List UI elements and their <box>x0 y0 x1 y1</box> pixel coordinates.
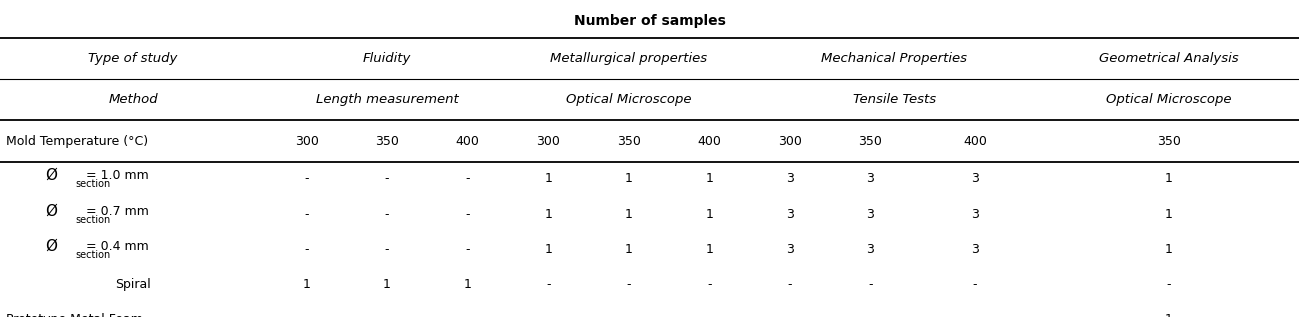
Text: 300: 300 <box>295 134 318 148</box>
Text: 3: 3 <box>786 172 794 185</box>
Text: 3: 3 <box>786 208 794 221</box>
Text: 300: 300 <box>536 134 560 148</box>
Text: 400: 400 <box>963 134 987 148</box>
Text: 1: 1 <box>544 208 552 221</box>
Text: = 1.0 mm: = 1.0 mm <box>82 169 148 182</box>
Text: -: - <box>385 172 390 185</box>
Text: Metallurgical properties: Metallurgical properties <box>551 52 707 65</box>
Text: 1: 1 <box>1165 313 1173 317</box>
Text: 1: 1 <box>1165 172 1173 185</box>
Text: -: - <box>385 208 390 221</box>
Text: 350: 350 <box>1157 134 1181 148</box>
Text: 1: 1 <box>705 208 713 221</box>
Text: 3: 3 <box>866 208 874 221</box>
Text: 1: 1 <box>303 278 310 291</box>
Text: 3: 3 <box>866 172 874 185</box>
Text: 400: 400 <box>698 134 721 148</box>
Text: 1: 1 <box>625 208 633 221</box>
Text: -: - <box>465 208 470 221</box>
Text: Prototype Metal Foam: Prototype Metal Foam <box>6 313 143 317</box>
Text: Mechanical Properties: Mechanical Properties <box>821 52 968 65</box>
Text: -: - <box>465 172 470 185</box>
Text: -: - <box>385 243 390 256</box>
Text: 1: 1 <box>544 243 552 256</box>
Text: 350: 350 <box>375 134 399 148</box>
Text: Type of study: Type of study <box>88 52 178 65</box>
Text: -: - <box>868 278 873 291</box>
Text: 1: 1 <box>1165 243 1173 256</box>
Text: 1: 1 <box>464 278 472 291</box>
Text: -: - <box>465 243 470 256</box>
Text: 3: 3 <box>786 243 794 256</box>
Text: 1: 1 <box>1165 208 1173 221</box>
Text: -: - <box>546 278 551 291</box>
Text: Ø: Ø <box>45 239 57 254</box>
Text: -: - <box>787 313 792 317</box>
Text: Spiral: Spiral <box>116 278 151 291</box>
Text: 400: 400 <box>456 134 479 148</box>
Text: Number of samples: Number of samples <box>574 14 725 28</box>
Text: 3: 3 <box>866 243 874 256</box>
Text: -: - <box>304 243 309 256</box>
Text: 1: 1 <box>705 243 713 256</box>
Text: section: section <box>75 179 110 189</box>
Text: -: - <box>868 313 873 317</box>
Text: 3: 3 <box>970 243 979 256</box>
Text: -: - <box>707 313 712 317</box>
Text: -: - <box>304 313 309 317</box>
Text: Optical Microscope: Optical Microscope <box>566 93 691 107</box>
Text: 350: 350 <box>859 134 882 148</box>
Text: Tensile Tests: Tensile Tests <box>853 93 935 107</box>
Text: -: - <box>546 313 551 317</box>
Text: Ø: Ø <box>45 168 57 183</box>
Text: 1: 1 <box>625 172 633 185</box>
Text: 3: 3 <box>970 208 979 221</box>
Text: Geometrical Analysis: Geometrical Analysis <box>1099 52 1239 65</box>
Text: = 0.7 mm: = 0.7 mm <box>82 205 148 218</box>
Text: 1: 1 <box>705 172 713 185</box>
Text: 1: 1 <box>544 172 552 185</box>
Text: Mold Temperature (°C): Mold Temperature (°C) <box>6 134 148 148</box>
Text: -: - <box>626 278 631 291</box>
Text: 300: 300 <box>778 134 801 148</box>
Text: -: - <box>626 313 631 317</box>
Text: = 0.4 mm: = 0.4 mm <box>82 240 148 253</box>
Text: section: section <box>75 216 110 225</box>
Text: -: - <box>787 278 792 291</box>
Text: 350: 350 <box>617 134 640 148</box>
Text: 1: 1 <box>383 278 391 291</box>
Text: Method: Method <box>108 93 158 107</box>
Text: Fluidity: Fluidity <box>362 52 412 65</box>
Text: Optical Microscope: Optical Microscope <box>1107 93 1231 107</box>
Text: -: - <box>973 278 977 291</box>
Text: -: - <box>304 172 309 185</box>
Text: 3: 3 <box>970 172 979 185</box>
Text: 1: 1 <box>625 243 633 256</box>
Text: section: section <box>75 250 110 260</box>
Text: -: - <box>973 313 977 317</box>
Text: Length measurement: Length measurement <box>316 93 459 107</box>
Text: Ø: Ø <box>45 204 57 219</box>
Text: -: - <box>707 278 712 291</box>
Text: -: - <box>304 208 309 221</box>
Text: -: - <box>385 313 390 317</box>
Text: -: - <box>1167 278 1172 291</box>
Text: -: - <box>465 313 470 317</box>
